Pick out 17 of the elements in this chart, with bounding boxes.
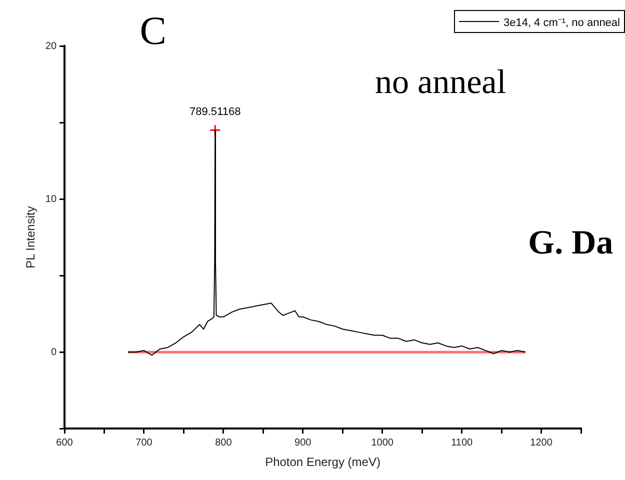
y-tick-label: 10: [45, 194, 57, 205]
x-tick-label: 800: [215, 437, 232, 448]
annotation: G. Da: [528, 224, 614, 262]
annotation: no anneal: [375, 64, 506, 101]
x-tick-label: 600: [56, 437, 74, 448]
legend-label: 3e14, 4 cm⁻¹, no anneal: [503, 16, 620, 29]
annotation: C: [140, 8, 166, 54]
x-tick-label: 1100: [451, 437, 473, 448]
x-tick-label: 900: [294, 437, 312, 448]
y-tick-label: 20: [45, 40, 57, 52]
y-tick-label: 0: [50, 346, 57, 358]
x-axis-title: Photon Energy (meV): [265, 455, 380, 470]
x-tick-label: 1000: [371, 437, 394, 448]
y-axis-title: PL Intensity: [24, 206, 38, 268]
annotation: 789.51168: [190, 106, 241, 118]
x-tick-label: 1200: [530, 437, 553, 448]
x-tick-label: 700: [136, 437, 153, 448]
